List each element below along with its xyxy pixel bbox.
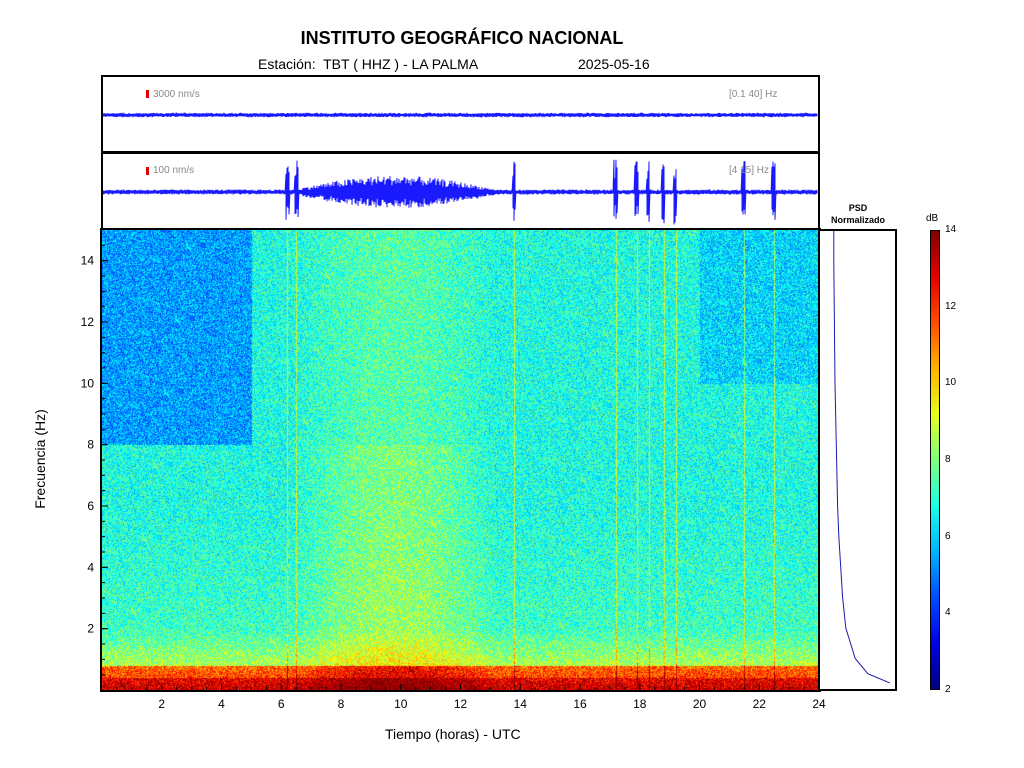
trace-waveform [103, 159, 818, 225]
x-tick-label: 6 [278, 697, 285, 711]
date-label: 2025-05-16 [578, 56, 650, 72]
x-tick-label: 18 [633, 697, 647, 711]
x-tick-label: 4 [218, 697, 225, 711]
psd-curve [833, 231, 890, 684]
colorbar-tick-label: 2 [945, 684, 951, 695]
y-tick-label: 14 [81, 254, 95, 268]
colorbar-tick-label: 4 [945, 607, 951, 619]
x-tick-label: 10 [394, 697, 408, 711]
station-label: Estación: TBT ( HHZ ) - LA PALMA [258, 56, 479, 72]
trace-panel-filtered: 100 nm/s [4 15] Hz [101, 152, 820, 230]
trace-waveform [103, 112, 818, 118]
x-tick-label: 14 [514, 697, 528, 711]
x-tick-label: 2 [158, 697, 165, 711]
psd-panel [818, 229, 897, 691]
scale-mark-icon [146, 90, 149, 98]
y-axis-label: Frecuencia (Hz) [32, 409, 48, 509]
y-tick-label: 2 [87, 622, 94, 636]
trace-panel-broadband: 3000 nm/s [0.1 40] Hz [101, 75, 820, 153]
psd-title-line1: PSD [848, 203, 868, 213]
psd-title: PSD Normalizado [820, 202, 896, 226]
trace-scale-label: 3000 nm/s [153, 89, 200, 100]
x-tick-label: 24 [812, 697, 826, 711]
psd-line [833, 231, 890, 684]
colorbar-tick-label: 8 [945, 454, 951, 465]
y-tick-label: 6 [87, 499, 94, 513]
colorbar [930, 230, 940, 690]
y-tick-label: 8 [87, 438, 94, 452]
spectrogram-heatmap [102, 230, 819, 690]
seismic-trace-broadband [103, 112, 818, 118]
x-tick-label: 20 [693, 697, 707, 711]
y-tick-label: 10 [81, 376, 95, 390]
colorbar-tick-label: 14 [945, 224, 957, 235]
x-axis-label: Tiempo (horas) - UTC [385, 726, 521, 742]
trace-band-label: [4 15] Hz [729, 165, 770, 176]
x-tick-label: 8 [338, 697, 345, 711]
colorbar-unit: dB [926, 213, 939, 224]
x-tick-label: 22 [753, 697, 767, 711]
y-tick-label: 4 [87, 560, 94, 574]
colorbar-tick-label: 12 [945, 300, 957, 312]
trace-scale-label: 100 nm/s [153, 165, 195, 176]
y-tick-label: 12 [81, 315, 95, 329]
x-tick-label: 16 [573, 697, 587, 711]
scale-mark-icon [146, 167, 149, 175]
trace-band-label: [0.1 40] Hz [729, 89, 778, 100]
seismic-trace-filtered [103, 159, 818, 225]
x-tick-label: 12 [454, 697, 468, 711]
colorbar-tick-label: 10 [945, 377, 957, 389]
psd-title-line2: Normalizado [830, 215, 885, 225]
colorbar-tick-label: 6 [945, 530, 951, 542]
page-title: INSTITUTO GEOGRÁFICO NACIONAL [300, 28, 624, 48]
